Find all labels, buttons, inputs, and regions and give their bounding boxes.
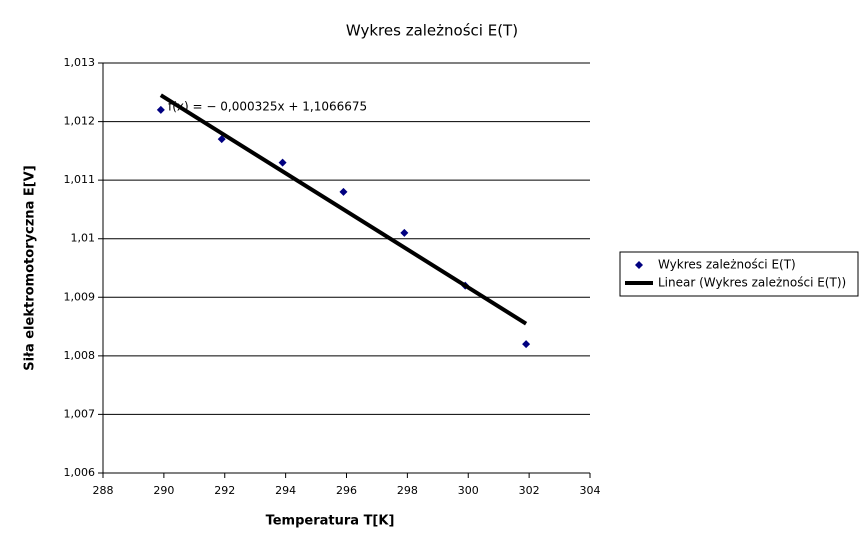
data-point xyxy=(217,135,226,144)
x-tick-label: 298 xyxy=(397,484,418,497)
data-point xyxy=(156,105,165,114)
y-tick-label: 1,007 xyxy=(64,407,96,420)
legend-label: Wykres zależności E(T) xyxy=(658,258,796,272)
y-tick-label: 1,012 xyxy=(64,115,96,128)
y-tick-label: 1,008 xyxy=(64,349,96,362)
x-tick-label: 288 xyxy=(93,484,114,497)
data-point xyxy=(339,187,348,196)
chart-title: Wykres zależności E(T) xyxy=(346,22,518,40)
y-tick-label: 1,009 xyxy=(64,290,96,303)
y-tick-label: 1,013 xyxy=(64,56,96,69)
x-tick-label: 290 xyxy=(153,484,174,497)
y-axis-label: Siła elektromotoryczna E[V] xyxy=(23,165,38,370)
y-tick-label: 1,011 xyxy=(64,173,96,186)
x-tick-label: 302 xyxy=(519,484,540,497)
trend-line xyxy=(159,93,528,326)
x-tick-label: 296 xyxy=(336,484,357,497)
data-point xyxy=(522,340,531,349)
x-tick-label: 304 xyxy=(580,484,601,497)
x-tick-label: 294 xyxy=(275,484,296,497)
x-tick-label: 292 xyxy=(214,484,235,497)
data-point xyxy=(400,228,409,237)
x-tick-label: 300 xyxy=(458,484,479,497)
x-axis-label: Temperatura T[K] xyxy=(266,514,395,529)
data-point xyxy=(278,158,287,167)
legend-box xyxy=(619,251,859,297)
annotation: f(x) = − 0,000325x + 1,1066675 xyxy=(168,100,367,114)
y-tick-label: 1,01 xyxy=(71,232,96,245)
legend-label: Linear (Wykres zależności E(T)) xyxy=(658,276,846,290)
y-tick-label: 1,006 xyxy=(64,466,96,479)
legend-marker xyxy=(635,261,643,269)
